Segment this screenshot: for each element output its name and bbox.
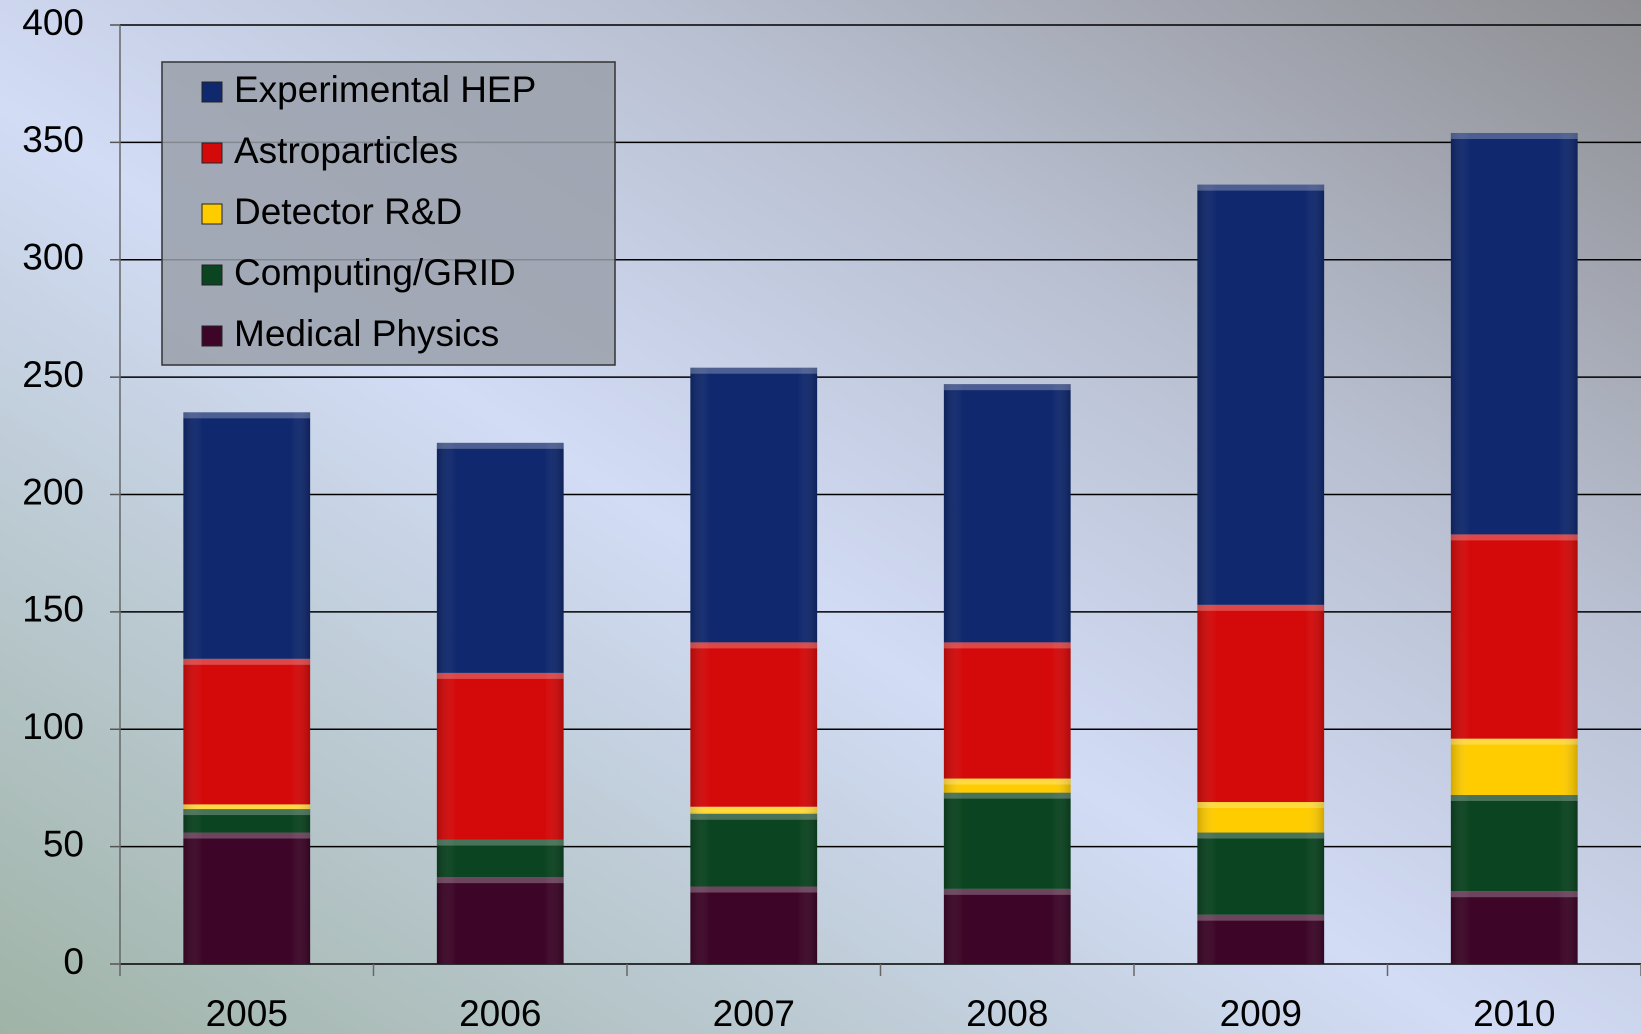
bar-shine: [436, 672, 564, 840]
bar-shine: [1450, 534, 1578, 739]
bar-shine: [943, 642, 1071, 779]
bar-top-bevel: [690, 367, 818, 374]
bar-top-bevel: [1450, 794, 1578, 801]
bar-top-bevel: [183, 412, 311, 419]
y-tick-label: 400: [22, 2, 84, 43]
bar-shine: [690, 813, 818, 887]
bar-top-bevel: [690, 642, 818, 649]
bar-shine: [690, 806, 818, 814]
y-tick-label: 350: [22, 119, 84, 160]
bar-top-bevel: [436, 839, 564, 846]
bar-top-bevel: [436, 877, 564, 884]
bar-shine: [1450, 891, 1578, 964]
bar-shine: [943, 792, 1071, 889]
y-tick-label: 200: [22, 471, 84, 512]
bar-top-bevel: [183, 832, 311, 839]
legend-swatch: [201, 203, 223, 225]
bar-shine: [943, 888, 1071, 964]
bar-shine: [436, 839, 564, 878]
bar-shine: [1197, 604, 1325, 803]
y-tick-label: 100: [22, 706, 84, 747]
y-tick-label: 0: [63, 941, 84, 982]
x-tick-label: 2007: [713, 993, 795, 1034]
bar-top-bevel: [943, 384, 1071, 391]
legend-label: Astroparticles: [234, 130, 458, 171]
bar-top-bevel: [1450, 534, 1578, 541]
bar-top-bevel: [943, 888, 1071, 895]
legend-label: Detector R&D: [234, 191, 462, 232]
bar-shine: [183, 809, 311, 833]
x-tick-label: 2006: [459, 993, 541, 1034]
bar-shine: [943, 384, 1071, 643]
bar-top-bevel: [1197, 832, 1325, 839]
legend-label: Computing/GRID: [234, 252, 516, 293]
bar-shine: [183, 412, 311, 659]
bar-top-bevel: [690, 806, 818, 813]
y-tick-label: 300: [22, 237, 84, 278]
bar-top-bevel: [943, 778, 1071, 785]
bar-shine: [690, 886, 818, 964]
bar-shine: [1450, 738, 1578, 795]
legend-swatch: [201, 142, 223, 164]
bar-top-bevel: [943, 642, 1071, 649]
bar-top-bevel: [1197, 604, 1325, 611]
bar-shine: [436, 442, 564, 673]
legend-box: [161, 61, 616, 366]
bar-shine: [943, 778, 1071, 793]
legend-swatch: [201, 264, 223, 286]
bar-top-bevel: [1197, 184, 1325, 191]
legend-swatch: [201, 325, 223, 347]
bar-top-bevel: [1197, 802, 1325, 809]
bar-top-bevel: [183, 804, 311, 810]
bar-shine: [183, 804, 311, 810]
bar-top-bevel: [183, 658, 311, 665]
x-tick-label: 2005: [206, 993, 288, 1034]
bar-top-bevel: [1450, 738, 1578, 745]
bar-shine: [1450, 132, 1578, 535]
legend-label: Medical Physics: [234, 313, 499, 354]
bar-shine: [1197, 914, 1325, 964]
bar-shine: [1197, 184, 1325, 605]
legend-label: Experimental HEP: [234, 69, 536, 110]
bar-top-bevel: [436, 442, 564, 449]
x-tick-label: 2010: [1473, 993, 1555, 1034]
bar-top-bevel: [1450, 132, 1578, 139]
bar-shine: [690, 642, 818, 807]
x-tick-label: 2009: [1220, 993, 1302, 1034]
bar-top-bevel: [943, 792, 1071, 799]
y-tick-label: 250: [22, 354, 84, 395]
bar-shine: [1450, 794, 1578, 892]
bar-shine: [436, 877, 564, 964]
bar-top-bevel: [690, 813, 818, 820]
y-tick-label: 50: [43, 823, 84, 864]
bar-top-bevel: [183, 809, 311, 816]
bar-shine: [183, 658, 311, 805]
bar-top-bevel: [690, 886, 818, 893]
bar-top-bevel: [1450, 891, 1578, 898]
bar-shine: [1197, 802, 1325, 833]
bar-shine: [1197, 832, 1325, 915]
bar-top-bevel: [436, 672, 564, 679]
bar-shine: [183, 832, 311, 964]
x-tick-label: 2008: [966, 993, 1048, 1034]
legend-swatch: [201, 81, 223, 103]
legend: Experimental HEP Astroparticles Detector R…: [161, 61, 616, 366]
y-tick-label: 150: [22, 589, 84, 630]
bar-shine: [690, 367, 818, 643]
bar-top-bevel: [1197, 914, 1325, 921]
